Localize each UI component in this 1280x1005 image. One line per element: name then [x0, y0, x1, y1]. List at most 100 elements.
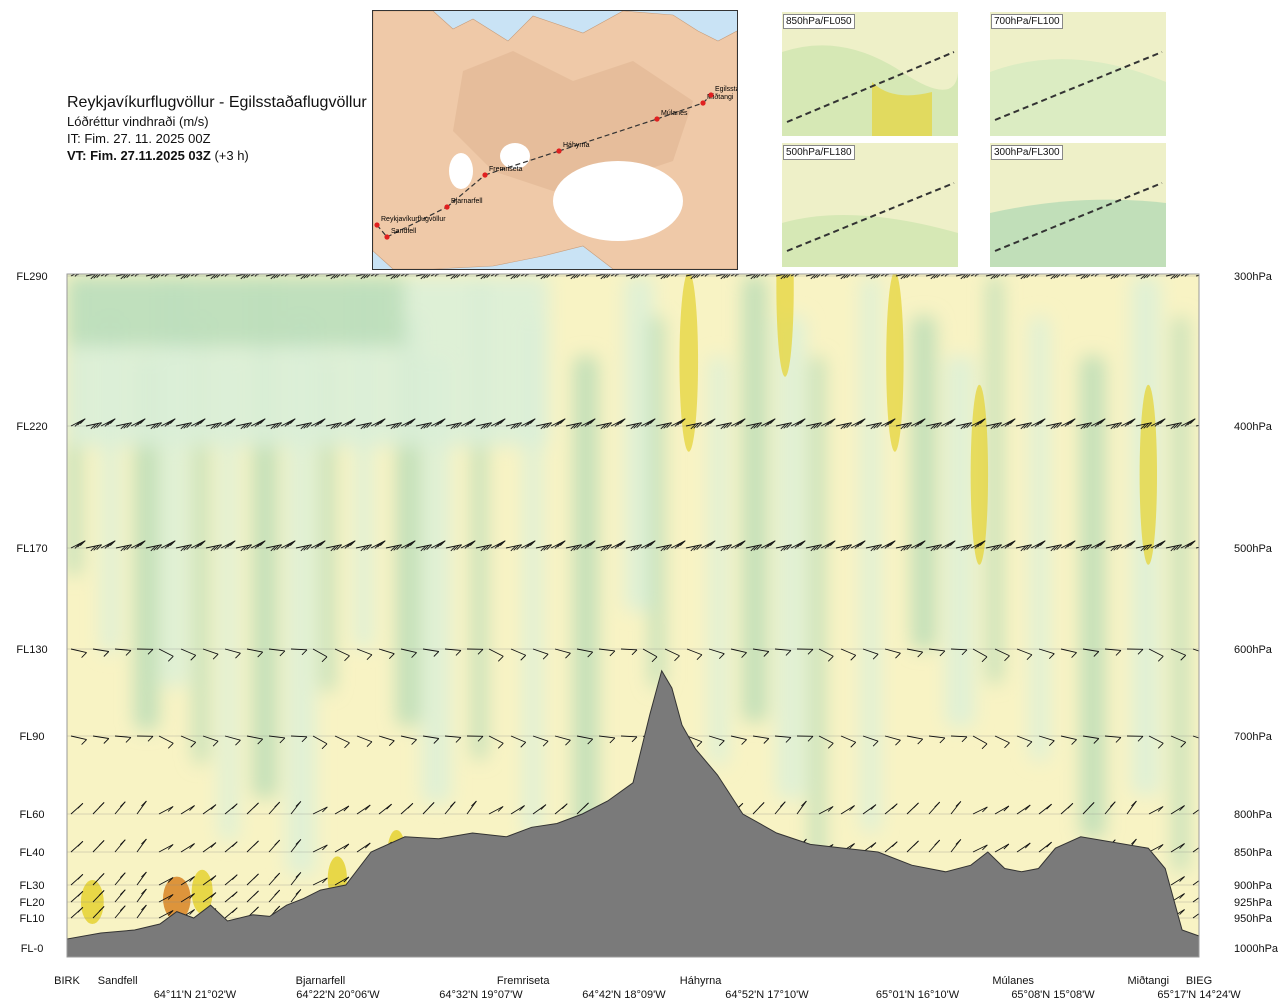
- wind-barb: [862, 735, 879, 747]
- wind-barb: [884, 648, 901, 659]
- wind-barb: [290, 872, 302, 886]
- wind-barb: [1060, 418, 1076, 427]
- wind-barb: [85, 422, 102, 430]
- downdraft-band: [742, 276, 767, 722]
- wind-barb: [224, 803, 238, 815]
- wind-barb: [246, 802, 259, 815]
- wind-barb: [190, 418, 206, 427]
- wind-barb: [180, 893, 195, 903]
- wind-barb: [334, 843, 350, 853]
- wind-barb: [250, 418, 266, 427]
- route-point: [708, 92, 714, 98]
- wind-barb: [340, 540, 356, 549]
- wind-barb: [1192, 735, 1199, 739]
- wind-barb: [246, 840, 259, 853]
- wind-barb: [1148, 648, 1164, 662]
- wind-barb: [1075, 422, 1092, 430]
- downdraft-region-strong: [67, 276, 405, 346]
- coord-label: 64°52'N 17°10'W: [725, 989, 809, 1001]
- wind-barb: [295, 544, 312, 552]
- wind-barb: [820, 540, 836, 549]
- downdraft-band: [987, 276, 1002, 684]
- wind-barb: [790, 540, 806, 549]
- wind-barb: [1180, 540, 1196, 549]
- wind-barb: [158, 648, 174, 662]
- wind-barb: [466, 648, 484, 655]
- wind-barb: [265, 544, 282, 552]
- wind-barb: [850, 540, 866, 549]
- hpa-label: 700hPa: [1234, 731, 1273, 743]
- route-point-label: Fremriseta: [489, 166, 523, 173]
- wind-barb: [370, 418, 386, 427]
- wind-barb: [224, 648, 241, 659]
- wind-barb: [235, 544, 252, 552]
- wind-barb: [1015, 422, 1032, 430]
- wind-barb: [925, 544, 942, 552]
- wind-barb: [70, 540, 86, 549]
- wind-barb: [906, 648, 924, 658]
- wind-barb: [1180, 418, 1196, 427]
- wind-barb: [246, 890, 259, 903]
- wind-barb: [970, 418, 986, 427]
- downdraft-band: [573, 356, 598, 914]
- wind-barb: [312, 735, 328, 750]
- downdraft-band: [134, 356, 159, 730]
- wind-barb: [880, 418, 896, 427]
- wind-barb: [158, 910, 174, 919]
- coord-label: 65°08'N 15°08'W: [1011, 989, 1095, 1001]
- wind-barb: [840, 735, 857, 748]
- downdraft-band: [286, 316, 316, 875]
- wind-barb: [325, 422, 342, 430]
- wind-barb: [290, 839, 302, 853]
- wind-barb: [280, 540, 296, 549]
- wind-barb: [840, 805, 855, 815]
- wind-barb: [422, 648, 440, 657]
- wind-barb: [422, 735, 440, 744]
- wind-barb: [268, 735, 286, 744]
- chart-subtitle: Lóðréttur vindhraði (m/s): [67, 114, 209, 129]
- wind-barb: [835, 422, 852, 430]
- wind-barb: [1135, 544, 1152, 552]
- wind-barb: [136, 838, 147, 853]
- wind-barb: [796, 800, 807, 815]
- wind-barb: [1016, 804, 1031, 815]
- wind-barb: [640, 418, 656, 427]
- wind-barb: [1120, 540, 1136, 549]
- fl-label: FL130: [16, 644, 47, 656]
- wind-barb: [910, 418, 926, 427]
- wind-barb: [400, 648, 417, 658]
- wind-barb: [202, 842, 217, 853]
- wind-barb: [1150, 418, 1166, 427]
- route-point-label: Múlanes: [661, 110, 688, 117]
- wind-barb: [488, 735, 504, 749]
- wind-barb: [445, 422, 462, 430]
- wind-barb: [415, 422, 432, 430]
- wind-barb: [475, 422, 492, 430]
- wind-barb: [1170, 805, 1185, 815]
- downdraft-band: [1030, 316, 1050, 761]
- wind-barb: [312, 806, 328, 815]
- wind-barb: [158, 844, 174, 853]
- wind-barb: [180, 648, 197, 661]
- wind-barb: [136, 800, 147, 815]
- valid-time-label: VT: Fim. 27.11.2025 03Z: [67, 148, 211, 163]
- wind-barb: [972, 648, 988, 663]
- wind-barb: [520, 540, 536, 549]
- wind-barb: [640, 540, 656, 549]
- hpa-label: 950hPa: [1234, 913, 1273, 925]
- wind-barb: [510, 805, 525, 815]
- wind-barb: [950, 801, 962, 815]
- wind-barb: [774, 735, 792, 743]
- wind-barb: [220, 540, 236, 549]
- wind-barb: [906, 840, 919, 853]
- wind-barb: [100, 540, 116, 549]
- wind-barb: [670, 418, 686, 427]
- wind-barb: [940, 540, 956, 549]
- wind-barb: [685, 544, 702, 552]
- wind-barb: [505, 544, 522, 552]
- wind-barb: [70, 648, 87, 658]
- wind-barb: [175, 544, 192, 552]
- wind-barb: [1192, 897, 1199, 903]
- wind-barb: [224, 874, 238, 886]
- coordinate-labels: 64°11'N 21°02'W 64°22'N 20°06'W 64°32'N 19…: [154, 989, 1242, 1001]
